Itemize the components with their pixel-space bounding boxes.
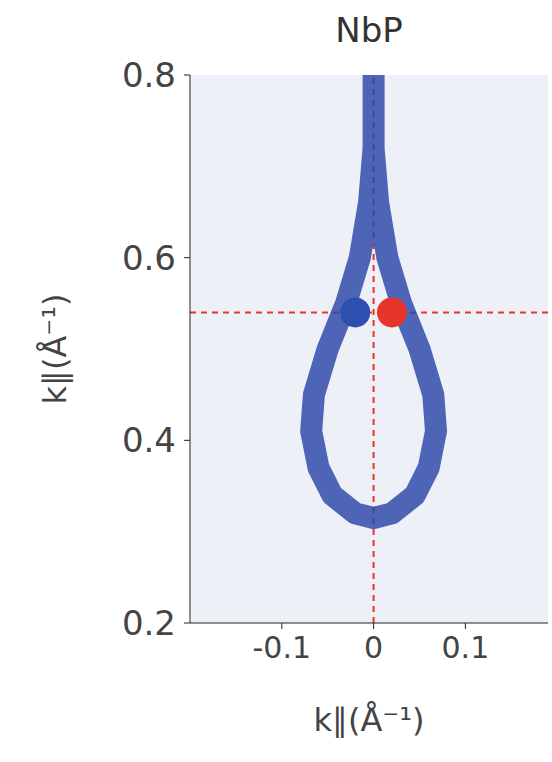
svg-text:0.1: 0.1 [442, 630, 490, 665]
svg-text:0.8: 0.8 [122, 55, 176, 95]
html-text:NbP: NbP [335, 10, 403, 50]
svg-text:0.6: 0.6 [122, 238, 176, 278]
svg-text:k∥(Å⁻¹): k∥(Å⁻¹) [36, 293, 74, 404]
svg-text:0.4: 0.4 [122, 420, 176, 460]
svg-text:k∥(Å⁻¹): k∥(Å⁻¹) [313, 701, 424, 739]
svg-text:-0.1: -0.1 [253, 630, 312, 665]
svg-text:0.2: 0.2 [122, 603, 176, 643]
svg-text:0: 0 [364, 630, 383, 665]
